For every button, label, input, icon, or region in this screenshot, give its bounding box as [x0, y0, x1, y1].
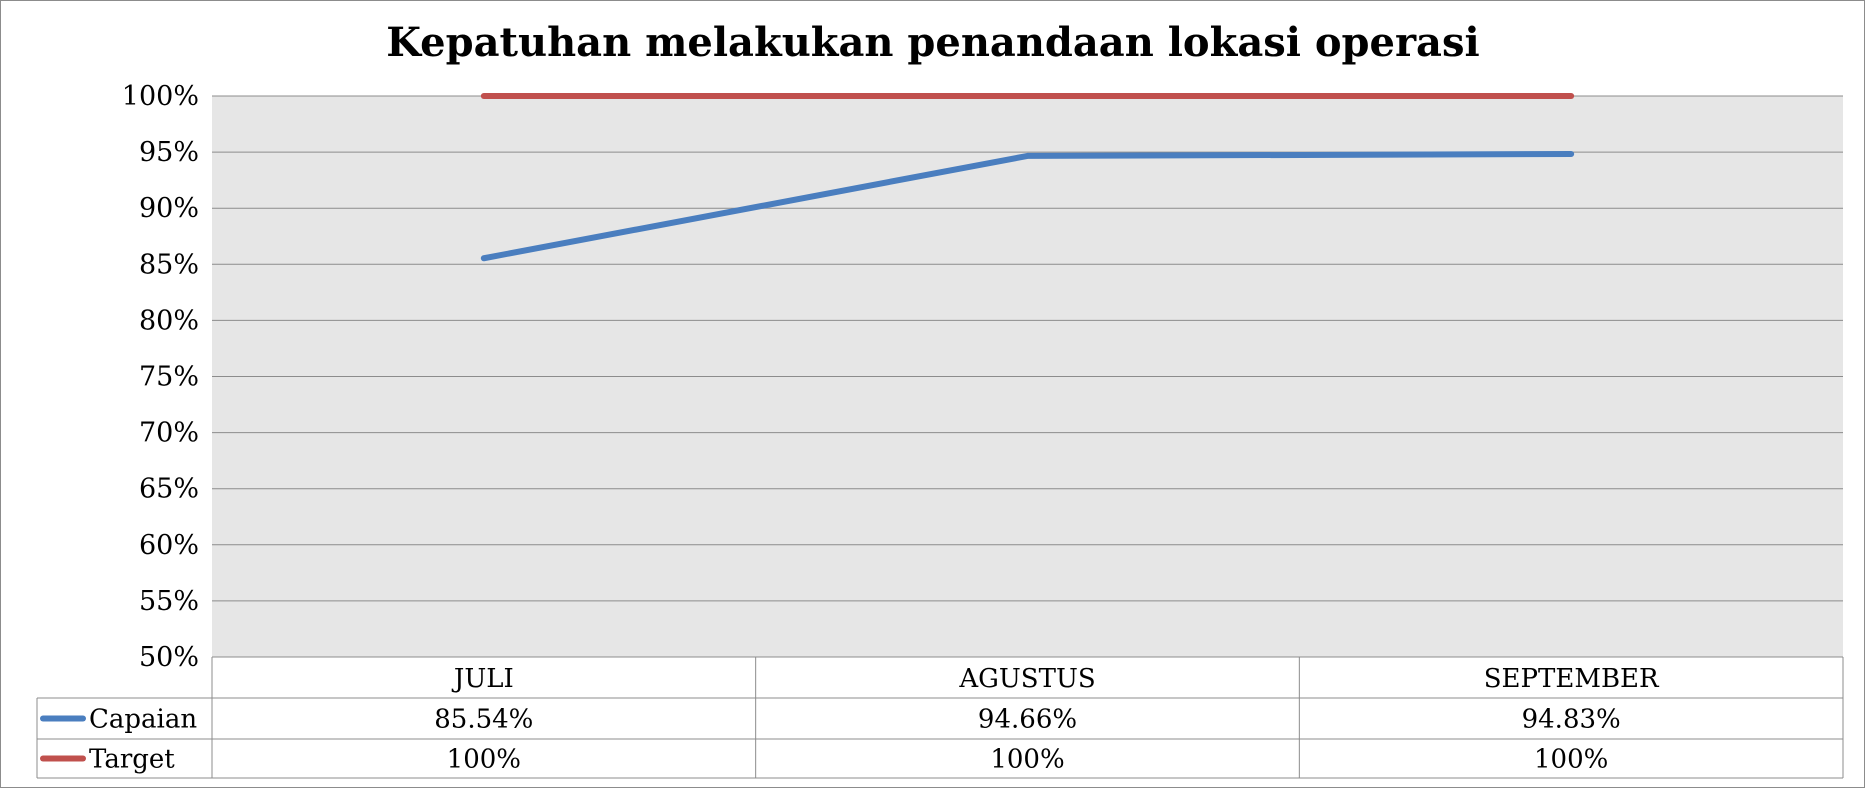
y-tick-label: 95%: [139, 137, 199, 168]
data-label: 100%: [447, 745, 521, 775]
series-line-capaian: [480, 151, 1575, 262]
x-category-label: SEPTEMBER: [1484, 664, 1660, 694]
chart-title: Kepatuhan melakukan penandaan lokasi ope…: [386, 19, 1479, 66]
legend-label: Capaian: [89, 705, 197, 735]
x-category-label: AGUSTUS: [958, 664, 1095, 694]
y-tick-label: 55%: [139, 586, 199, 617]
y-axis-tick-labels: 50% 55% 60% 65% 70% 75% 80% 85% 90% 95% 100%: [122, 81, 199, 673]
y-tick-label: 100%: [122, 81, 199, 112]
y-tick-label: 65%: [139, 474, 199, 505]
series-lines: [480, 93, 1575, 262]
y-tick-label: 50%: [139, 642, 199, 673]
table-background: [212, 657, 1843, 778]
legend-label: Target: [89, 745, 175, 775]
y-tick-label: 70%: [139, 418, 199, 449]
y-tick-label: 85%: [139, 249, 199, 280]
data-label: 94.83%: [1522, 705, 1621, 735]
x-category-label: JULI: [451, 664, 514, 694]
data-label: 94.66%: [978, 705, 1077, 735]
y-tick-label: 80%: [139, 305, 199, 336]
y-tick-label: 75%: [139, 362, 199, 393]
table-legend-background: [37, 698, 212, 778]
data-table: JULI AGUSTUS SEPTEMBER Capaian 85.54% 94.66% 9…: [36, 656, 1844, 779]
y-tick-label: 90%: [139, 193, 199, 224]
data-label: 100%: [1534, 745, 1608, 775]
data-label: 85.54%: [434, 705, 533, 735]
data-label: 100%: [990, 745, 1064, 775]
y-tick-label: 60%: [139, 530, 199, 561]
